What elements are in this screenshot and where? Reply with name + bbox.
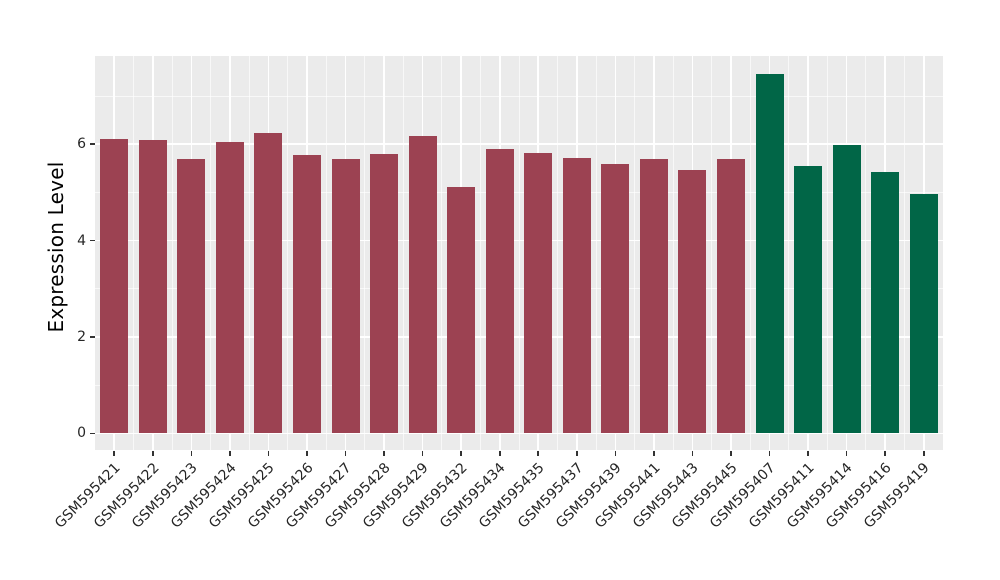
y-tick-mark-4 [90,239,95,242]
y-tick-mark-0 [90,432,95,435]
bar-GSM595434 [485,149,514,434]
minor-gridline-x-boundary [325,56,327,450]
minor-gridline-x-boundary [248,56,250,450]
bar-GSM595424 [215,141,244,434]
minor-gridline-x-boundary [518,56,520,450]
bar-GSM595428 [370,154,399,434]
y-tick-mark-6 [90,143,95,145]
bar-GSM595437 [562,158,591,434]
x-tick-mark-GSM595443 [691,451,694,456]
minor-gridline-x-boundary [865,56,867,450]
bar-GSM595441 [639,158,668,434]
bar-GSM595445 [717,159,745,434]
x-tick-mark-GSM595419 [922,451,925,456]
x-tick-mark-GSM595445 [730,451,732,456]
x-tick-mark-GSM595425 [267,451,270,456]
minor-gridline-x-boundary [595,56,597,450]
bar-GSM595416 [871,172,900,434]
x-tick-mark-GSM595428 [383,451,385,456]
x-tick-mark-GSM595429 [421,451,424,456]
bar-GSM595429 [408,135,437,434]
x-tick-mark-GSM595432 [460,451,462,456]
bar-GSM595426 [293,154,321,434]
bar-GSM595414 [832,144,861,434]
bar-GSM595435 [524,153,553,434]
minor-gridline-x-boundary [711,56,713,450]
x-tick-mark-GSM595421 [113,451,116,456]
bar-GSM595419 [909,194,938,434]
minor-gridline-x-boundary [557,56,559,450]
x-tick-mark-GSM595422 [152,451,154,456]
plot-panel [95,56,943,450]
bar-GSM595443 [678,169,707,434]
bar-GSM595421 [100,139,129,434]
bar-GSM595439 [601,163,630,434]
y-tick-label-2: 2 [77,329,86,345]
minor-gridline-x-boundary [441,56,443,450]
minor-gridline-x-boundary [479,56,481,450]
bar-GSM595407 [755,74,784,434]
y-tick-label-6: 6 [77,136,86,153]
bar-GSM595411 [794,166,823,434]
bar-GSM595432 [447,187,476,434]
y-tick-mark-2 [90,336,95,338]
bar-GSM595427 [331,158,360,434]
minor-gridline-x-boundary [749,56,751,450]
minor-gridline-x-boundary [788,56,790,450]
minor-gridline-x-boundary [672,56,674,450]
x-tick-mark-GSM595427 [344,451,347,456]
y-tick-label-4: 4 [77,232,86,249]
minor-gridline-x-boundary [402,56,404,450]
x-tick-mark-GSM595411 [807,451,809,456]
x-tick-mark-GSM595441 [653,451,655,456]
bar-GSM595423 [177,159,206,434]
bar-GSM595425 [254,133,283,434]
x-tick-mark-GSM595424 [229,451,231,456]
minor-gridline-x-boundary [133,56,135,450]
x-tick-mark-GSM595416 [884,451,886,456]
minor-gridline-x-boundary [287,56,289,450]
minor-gridline-x-boundary [210,56,212,450]
minor-gridline-x-boundary [826,56,828,450]
x-tick-mark-GSM595434 [498,451,501,456]
minor-gridline-x-boundary [903,56,905,450]
minor-gridline-x-boundary [634,56,636,450]
x-tick-mark-GSM595437 [576,451,578,456]
minor-gridline-x-boundary [171,56,173,450]
x-tick-mark-GSM595414 [845,451,848,456]
x-tick-mark-GSM595423 [190,451,193,456]
x-tick-mark-GSM595439 [614,451,617,456]
x-tick-mark-GSM595407 [768,451,771,456]
y-tick-label-0: 0 [77,425,86,442]
x-tick-mark-GSM595426 [306,451,308,456]
bar-GSM595422 [138,139,167,434]
minor-gridline-x-boundary [364,56,366,450]
x-tick-mark-GSM595435 [537,451,540,456]
